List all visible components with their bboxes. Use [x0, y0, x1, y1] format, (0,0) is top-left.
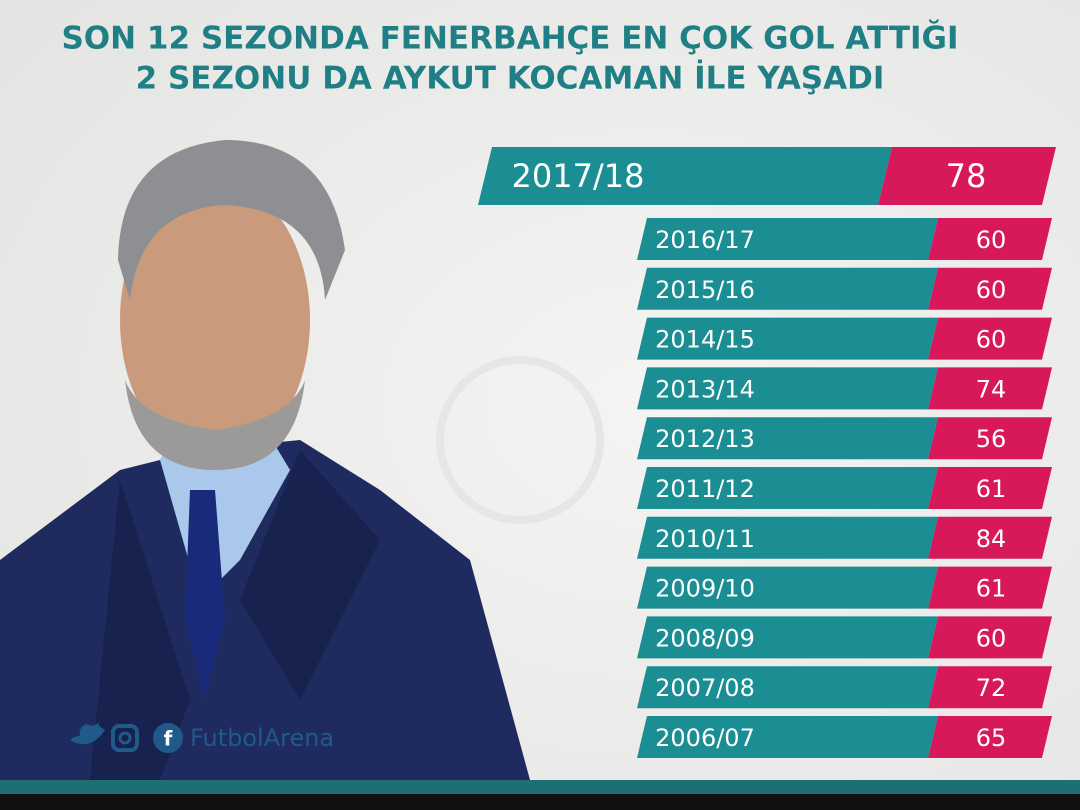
season-bar [637, 516, 938, 559]
hair [118, 140, 345, 300]
goals-bar [928, 666, 1052, 709]
season-bar [637, 467, 938, 509]
season-bar [478, 147, 892, 205]
season-label: 2012/13 [655, 425, 755, 453]
goals-label: 60 [976, 326, 1007, 354]
goals-bar [878, 147, 1056, 205]
season-label: 2017/18 [512, 157, 645, 195]
goals-bar [928, 267, 1052, 310]
tie [185, 490, 225, 700]
title-line: 2 SEZONU DA AYKUT KOCAMAN İLE YAŞADI [136, 61, 885, 97]
brand: FutbolArena [190, 724, 334, 752]
season-bar [637, 317, 938, 360]
beard [125, 380, 305, 470]
season-label: 2008/09 [655, 624, 755, 652]
instagram-lens [118, 731, 132, 745]
watermark [436, 356, 604, 524]
goals-bar [928, 467, 1052, 509]
season-label: 2010/11 [655, 525, 755, 553]
season-label: 2007/08 [655, 674, 755, 702]
season-label: 2015/16 [655, 276, 755, 304]
season-label: 2009/10 [655, 575, 755, 603]
season-bar [637, 616, 938, 659]
goals-label: 61 [976, 575, 1007, 603]
social: f FutbolArena [70, 722, 334, 753]
portrait [0, 140, 530, 780]
season-label: 2016/17 [655, 226, 755, 254]
goals-label: 84 [976, 525, 1007, 553]
rows: 2017/18 78 2016/17 60 2015/16 60 2014/15 60 2013… [478, 147, 1056, 758]
instagram-icon [111, 724, 139, 752]
goals-label: 60 [976, 276, 1007, 304]
bottom-strip [0, 780, 1080, 794]
goals-bar [928, 218, 1052, 260]
goals-bar [928, 616, 1052, 659]
season-bar [637, 666, 938, 709]
facebook-glyph: f [164, 727, 173, 751]
goals-bar [928, 367, 1052, 410]
season-bar [637, 566, 938, 609]
goals-label: 61 [976, 475, 1007, 503]
goals-label: 65 [976, 724, 1007, 752]
season-bar [637, 218, 938, 260]
season-label: 2006/07 [655, 724, 755, 752]
goals-label: 78 [946, 157, 987, 195]
bottom-border [0, 794, 1080, 810]
goals-label: 56 [976, 425, 1007, 453]
goals-label: 60 [976, 226, 1007, 254]
season-label: 2014/15 [655, 326, 755, 354]
title-line: SON 12 SEZONDA FENERBAHÇE EN ÇOK GOL ATT… [61, 20, 958, 57]
goals-bar [928, 417, 1052, 460]
face [120, 180, 310, 460]
lapel [90, 450, 380, 780]
season-bar [637, 267, 938, 310]
goals-label: 74 [976, 375, 1007, 403]
goals-bar [928, 566, 1052, 609]
season-bar [637, 417, 938, 460]
season-label: 2013/14 [655, 375, 755, 403]
goals-bar [928, 317, 1052, 360]
facebook-icon [153, 723, 183, 753]
goals-bar [928, 516, 1052, 559]
season-bar [637, 716, 938, 758]
season-label: 2011/12 [655, 475, 755, 503]
twitter-icon [70, 722, 105, 745]
goals-label: 60 [976, 624, 1007, 652]
goals-label: 72 [976, 674, 1007, 702]
season-bar [637, 367, 938, 410]
goals-bar [928, 716, 1052, 758]
